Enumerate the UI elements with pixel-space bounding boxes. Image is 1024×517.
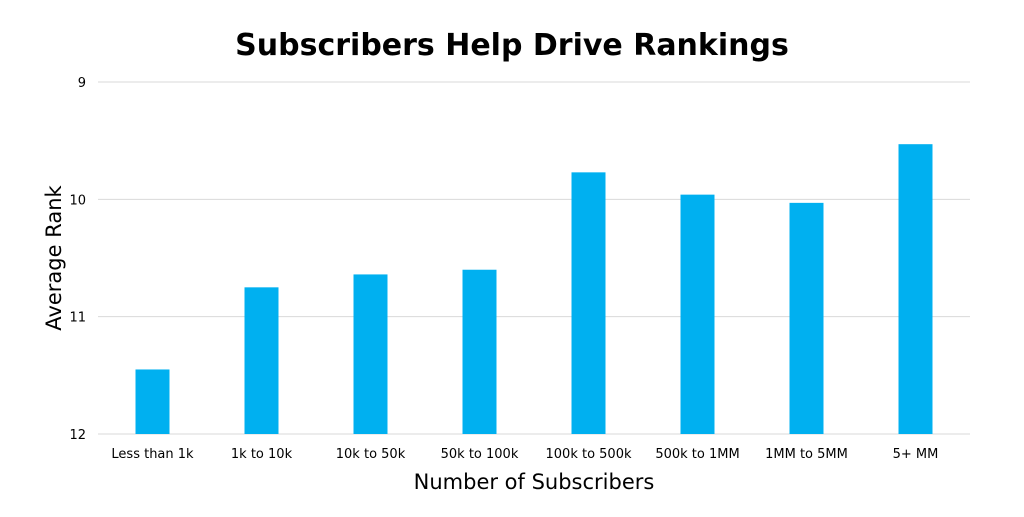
y-tick-labels: 9 10 11 12 [69, 76, 86, 443]
bar [571, 172, 606, 434]
x-axis-label: Number of Subscribers [414, 470, 655, 494]
x-tick-label: Less than 1k [111, 447, 194, 462]
gridlines [98, 81, 970, 435]
bar [789, 202, 824, 434]
y-tick-label: 12 [69, 428, 86, 443]
x-tick-label: 1k to 10k [231, 447, 293, 462]
bar [244, 287, 279, 434]
y-tick-label: 10 [69, 193, 86, 208]
y-tick-label: 11 [69, 311, 86, 326]
bar [135, 369, 170, 434]
y-axis-label: Average Rank [42, 184, 66, 330]
x-tick-label: 10k to 50k [336, 447, 406, 462]
bar [353, 274, 388, 434]
x-tick-label: 100k to 500k [546, 447, 632, 462]
chart-title: Subscribers Help Drive Rankings [235, 28, 789, 63]
y-tick-label: 9 [78, 76, 86, 91]
x-tick-labels: Less than 1k 1k to 10k 10k to 50k 50k to 10… [111, 447, 938, 462]
x-tick-label: 1MM to 5MM [765, 447, 848, 462]
bar [898, 144, 933, 435]
x-tick-label: 5+ MM [893, 447, 939, 462]
x-tick-label: 50k to 100k [441, 447, 519, 462]
bars [135, 144, 933, 435]
x-tick-label: 500k to 1MM [655, 447, 739, 462]
bar [462, 269, 497, 434]
bar [680, 194, 715, 434]
